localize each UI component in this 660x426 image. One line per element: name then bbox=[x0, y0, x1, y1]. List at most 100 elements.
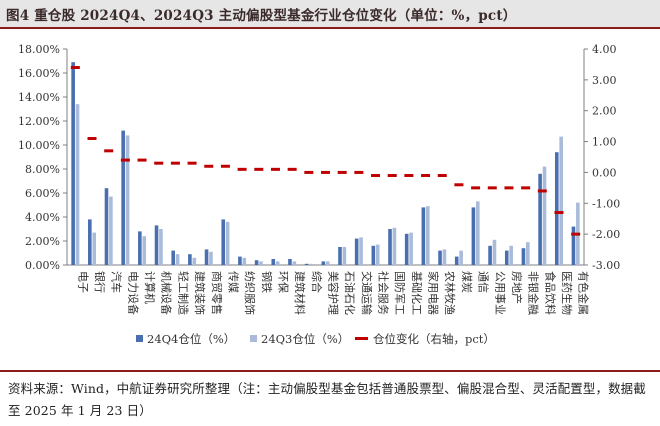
bar-24q4 bbox=[338, 247, 342, 265]
chart-bars bbox=[71, 62, 580, 266]
x-category-label: 计算机 bbox=[143, 271, 157, 304]
bar-24q4 bbox=[321, 261, 326, 265]
bar-24q4 bbox=[204, 249, 209, 265]
y-right-tick-label: 2.00 bbox=[592, 105, 617, 118]
x-category-label: 非银金融 bbox=[527, 271, 541, 315]
bar-24q4 bbox=[154, 225, 159, 265]
chart-change-markers bbox=[70, 66, 581, 236]
x-category-label: 纺织服饰 bbox=[243, 271, 257, 315]
footer-rule bbox=[0, 370, 660, 372]
bar-24q4 bbox=[554, 152, 559, 265]
bar-24q4 bbox=[304, 263, 309, 265]
bar-24q3 bbox=[142, 236, 147, 265]
chart-legend: 24Q4仓位（%） 24Q3仓位（%） 仓位变化（右轴，pct） bbox=[136, 332, 495, 346]
x-category-label: 建筑装饰 bbox=[193, 271, 207, 315]
bar-24q4 bbox=[138, 231, 142, 265]
bar-24q3 bbox=[159, 229, 163, 265]
x-category-label: 银行 bbox=[93, 271, 107, 293]
bar-24q3 bbox=[325, 261, 330, 265]
title-bar: 图4 重仓股 2024Q4、2024Q3 主动偏股型基金行业仓位变化（单位：%，… bbox=[0, 0, 660, 29]
x-axis-labels: 电子 银行 汽车 电力设备 计算机 机械设备 轻工制造 建筑装饰 商贸零售 传媒 纺织服饰 钢铁 环保建… bbox=[76, 271, 590, 315]
x-category-label: 综合 bbox=[310, 271, 324, 293]
bar-24q3 bbox=[475, 201, 480, 265]
bar-24q4 bbox=[388, 229, 392, 265]
bar-24q3 bbox=[492, 239, 497, 265]
bar-24q4 bbox=[371, 245, 376, 265]
y-right-tick-label: -2.00 bbox=[592, 228, 620, 241]
x-category-label: 机械设备 bbox=[160, 271, 174, 315]
bar-24q3 bbox=[209, 251, 213, 265]
x-category-label: 商贸零售 bbox=[210, 271, 224, 315]
x-category-label: 建筑材料 bbox=[293, 271, 307, 315]
bar-24q4 bbox=[404, 233, 409, 265]
x-category-label: 电子 bbox=[76, 271, 89, 293]
y-right-tick-label: -3.00 bbox=[592, 259, 620, 272]
bar-24q3 bbox=[92, 232, 97, 265]
x-category-label: 食品饮料 bbox=[543, 271, 557, 315]
x-category-label: 钢铁 bbox=[260, 271, 273, 293]
bar-24q4 bbox=[488, 245, 492, 265]
bar-24q3 bbox=[442, 249, 447, 265]
industry-position-chart: 0.00% 2.00% 4.00% 6.00% 8.00% 10.00% 12.00% 14.… bbox=[18, 43, 620, 346]
bar-24q3 bbox=[225, 221, 230, 265]
x-category-label: 有色金属 bbox=[577, 271, 591, 315]
x-category-label: 环保 bbox=[276, 271, 290, 293]
bar-24q3 bbox=[342, 247, 347, 265]
x-category-label: 基础化工 bbox=[410, 271, 424, 315]
x-category-label: 医药生物 bbox=[560, 271, 574, 315]
y-left-tick-label: 10.00% bbox=[18, 139, 60, 152]
x-category-label: 煤炭 bbox=[460, 271, 473, 293]
bar-24q3 bbox=[509, 245, 513, 265]
y-right-tick-label: -1.00 bbox=[592, 197, 620, 210]
x-category-label: 农林牧渔 bbox=[443, 271, 457, 315]
y-right-tick-label: 3.00 bbox=[592, 74, 617, 87]
y-left-tick-label: 4.00% bbox=[25, 211, 60, 224]
bar-24q4 bbox=[504, 250, 509, 265]
y-left-tick-label: 8.00% bbox=[25, 163, 60, 176]
x-category-label: 社会服务 bbox=[377, 271, 391, 315]
x-category-label: 电力设备 bbox=[126, 271, 140, 315]
bar-24q3 bbox=[275, 261, 280, 265]
x-category-label: 汽车 bbox=[110, 271, 124, 293]
bar-24q3 bbox=[242, 257, 247, 265]
bar-24q3 bbox=[125, 135, 130, 265]
bar-24q4 bbox=[438, 250, 442, 265]
bar-24q3 bbox=[459, 250, 463, 265]
bar-24q4 bbox=[71, 62, 75, 266]
bar-24q4 bbox=[538, 173, 542, 265]
bar-24q3 bbox=[109, 196, 113, 265]
y-right-tick-label: 0.00 bbox=[592, 166, 617, 179]
x-category-label: 传媒 bbox=[226, 271, 239, 293]
bar-24q4 bbox=[221, 219, 226, 265]
bar-24q4 bbox=[188, 254, 192, 265]
y-right-tick-label: 4.00 bbox=[592, 43, 617, 56]
bar-24q3 bbox=[292, 261, 297, 265]
legend-label: 24Q3仓位（%） bbox=[261, 332, 349, 346]
bar-24q3 bbox=[375, 244, 380, 265]
x-category-label: 美容护理 bbox=[327, 271, 341, 315]
source-note: 资料来源：Wind，中航证券研究所整理（注：主动偏股型基金包括普通股票型、偏股混… bbox=[8, 381, 646, 418]
bar-24q3 bbox=[192, 257, 197, 265]
legend-label: 24Q4仓位（%） bbox=[147, 332, 235, 346]
x-category-label: 交通运输 bbox=[360, 271, 374, 315]
bar-24q3 bbox=[526, 242, 530, 265]
bar-24q3 bbox=[425, 206, 430, 265]
x-category-label: 通信 bbox=[477, 271, 490, 293]
bar-24q4 bbox=[104, 188, 109, 265]
bar-24q3 bbox=[309, 263, 313, 265]
bar-24q4 bbox=[171, 250, 176, 265]
x-category-label: 石油石化 bbox=[343, 271, 357, 315]
bar-24q3 bbox=[392, 227, 397, 265]
bar-24q3 bbox=[542, 166, 547, 265]
bar-24q4 bbox=[471, 207, 476, 265]
bar-24q4 bbox=[271, 259, 276, 265]
legend-swatch bbox=[136, 335, 143, 342]
chart-axes: 0.00% 2.00% 4.00% 6.00% 8.00% 10.00% 12.00% 14.… bbox=[18, 43, 620, 272]
bar-24q4 bbox=[88, 219, 92, 265]
bar-24q4 bbox=[121, 130, 125, 265]
bar-24q3 bbox=[175, 254, 180, 265]
bar-24q4 bbox=[521, 248, 526, 265]
bar-24q4 bbox=[571, 226, 576, 265]
legend-label: 仓位变化（右轴，pct） bbox=[373, 332, 495, 346]
bar-24q3 bbox=[75, 104, 80, 265]
